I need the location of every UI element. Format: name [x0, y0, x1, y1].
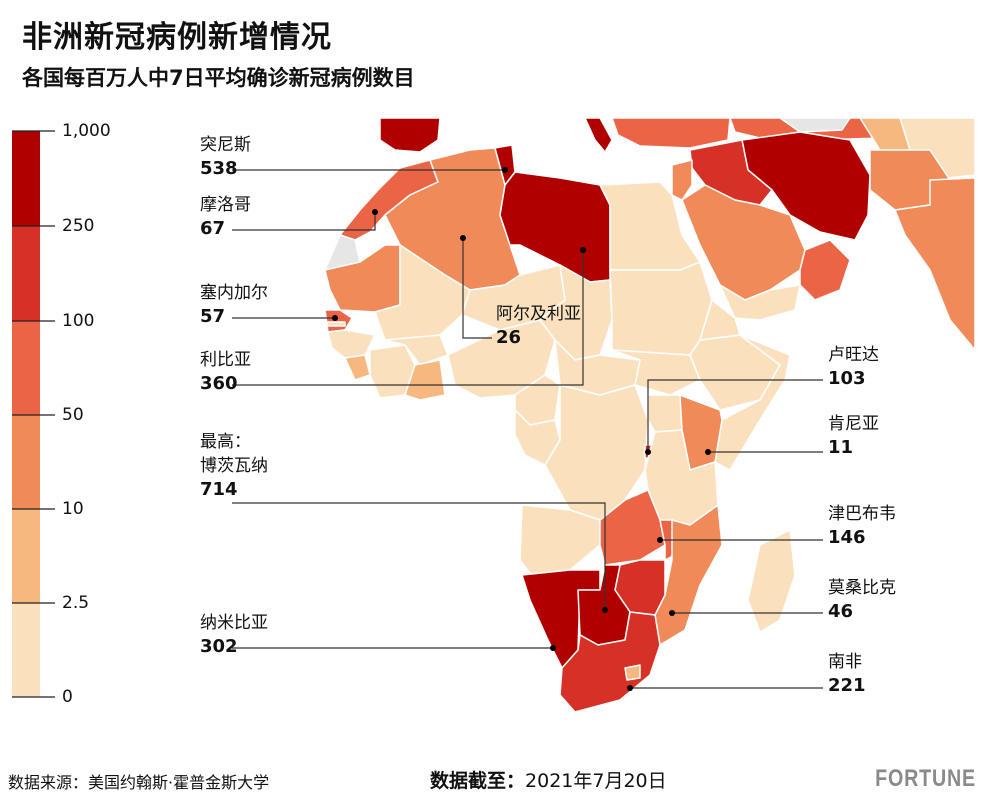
country-name: 博茨瓦纳 [200, 456, 268, 476]
legend-tick: 1,000 [62, 121, 111, 141]
levant-region [671, 159, 693, 201]
dot-botswana [602, 607, 608, 613]
source-note: 数据来源：美国约翰斯·霍普金斯大学 [8, 773, 270, 792]
legend-swatch-100 [12, 321, 40, 415]
country-name: 津巴布韦 [828, 504, 896, 524]
dot-kenya [705, 449, 711, 455]
spain-region [379, 117, 441, 153]
country-value: 146 [828, 527, 866, 548]
label-senegal: 塞内加尔 57 [200, 281, 268, 329]
somalia-region [714, 334, 791, 471]
sierra-leone-region [344, 354, 371, 381]
pakistan-region [894, 177, 976, 351]
uganda-region [647, 394, 683, 433]
senegal-region [324, 309, 353, 333]
country-value: 67 [200, 218, 226, 239]
dot-south-africa [627, 685, 633, 691]
label-zimbabwe: 津巴布韦 146 [828, 502, 896, 550]
country-value: 11 [828, 437, 854, 458]
burkina-region [384, 334, 449, 366]
country-name: 突尼斯 [200, 135, 251, 155]
country-value: 360 [200, 373, 238, 394]
fortune-logo: FORTUNE [875, 765, 976, 792]
dot-senegal [332, 315, 338, 321]
label-tunisia: 突尼斯 538 [200, 133, 251, 181]
italy-region [584, 117, 613, 153]
angola-region [519, 504, 601, 581]
legend-tick: 100 [62, 311, 95, 331]
lesotho-region [624, 664, 641, 681]
label-kenya: 肯尼亚 11 [828, 412, 879, 460]
country-name: 莫桑比克 [828, 578, 896, 598]
country-value: 46 [828, 601, 854, 622]
legend-tick: 50 [62, 405, 84, 425]
yemen-region [719, 284, 801, 321]
ghana-region [404, 359, 446, 401]
balkans-region [611, 117, 731, 149]
dot-libya [580, 247, 586, 253]
date-value: 2021年7月20日 [525, 770, 667, 792]
data-date: 数据截至：2021年7月20日 [430, 766, 667, 793]
dot-algeria [460, 235, 466, 241]
legend-tick: 2.5 [62, 593, 90, 613]
country-name: 南非 [828, 652, 862, 672]
legend-tick: 10 [62, 499, 84, 519]
country-name: 利比亚 [200, 350, 251, 370]
country-value: 26 [496, 327, 522, 348]
country-value: 221 [828, 675, 866, 696]
label-botswana: 最高： 博茨瓦纳 714 [200, 430, 268, 502]
label-libya: 利比亚 360 [200, 348, 251, 396]
legend-tick: 250 [62, 216, 95, 236]
label-morocco: 摩洛哥 67 [200, 193, 251, 241]
legend-swatch-50 [12, 415, 40, 509]
country-name: 卢旺达 [828, 345, 879, 365]
country-name: 纳米比亚 [200, 613, 268, 633]
legend-swatch-2.5 [12, 603, 40, 697]
dot-rwanda [645, 449, 651, 455]
label-mozambique: 莫桑比克 46 [828, 576, 896, 624]
country-value: 302 [200, 636, 238, 657]
country-value: 57 [200, 306, 226, 327]
country-name: 摩洛哥 [200, 195, 251, 215]
guinea-region [327, 329, 376, 359]
dot-zimbabwe [657, 537, 663, 543]
label-south-africa: 南非 221 [828, 650, 866, 698]
legend-tick: 0 [62, 687, 73, 707]
leader-libya [232, 250, 584, 386]
legend-scale [12, 130, 55, 698]
country-name: 肯尼亚 [828, 414, 879, 434]
leader-algeria [462, 238, 492, 339]
caucasus-region [779, 117, 851, 133]
country-name: 阿尔及利亚 [496, 304, 581, 324]
leader-rwanda [647, 379, 823, 452]
gambia-region [326, 321, 346, 327]
oman-region [799, 239, 851, 301]
dot-mozambique [669, 610, 675, 616]
dot-tunisia [502, 167, 508, 173]
dot-morocco [372, 209, 378, 215]
label-namibia: 纳米比亚 302 [200, 611, 268, 659]
chart-subtitle: 各国每百万人中7日平均确诊新冠病例数目 [22, 66, 415, 90]
country-value: 714 [200, 479, 238, 500]
leader-morocco [232, 212, 376, 231]
country-value: 538 [200, 158, 238, 179]
leader-botswana [232, 502, 606, 610]
label-rwanda: 卢旺达 103 [828, 343, 879, 391]
country-name: 塞内加尔 [200, 283, 268, 303]
label-algeria: 阿尔及利亚 26 [496, 302, 581, 350]
country-value: 103 [828, 368, 866, 389]
madagascar-region [747, 529, 796, 633]
south-africa-region [559, 611, 661, 713]
dot-namibia [550, 645, 556, 651]
date-label: 数据截至： [430, 770, 526, 792]
legend-swatch-250 [12, 226, 40, 321]
legend-swatch-1000 [12, 131, 40, 226]
chart-title: 非洲新冠病例新增情况 [22, 20, 332, 55]
legend-swatch-10 [12, 509, 40, 603]
country-name: 最高： [200, 432, 251, 452]
